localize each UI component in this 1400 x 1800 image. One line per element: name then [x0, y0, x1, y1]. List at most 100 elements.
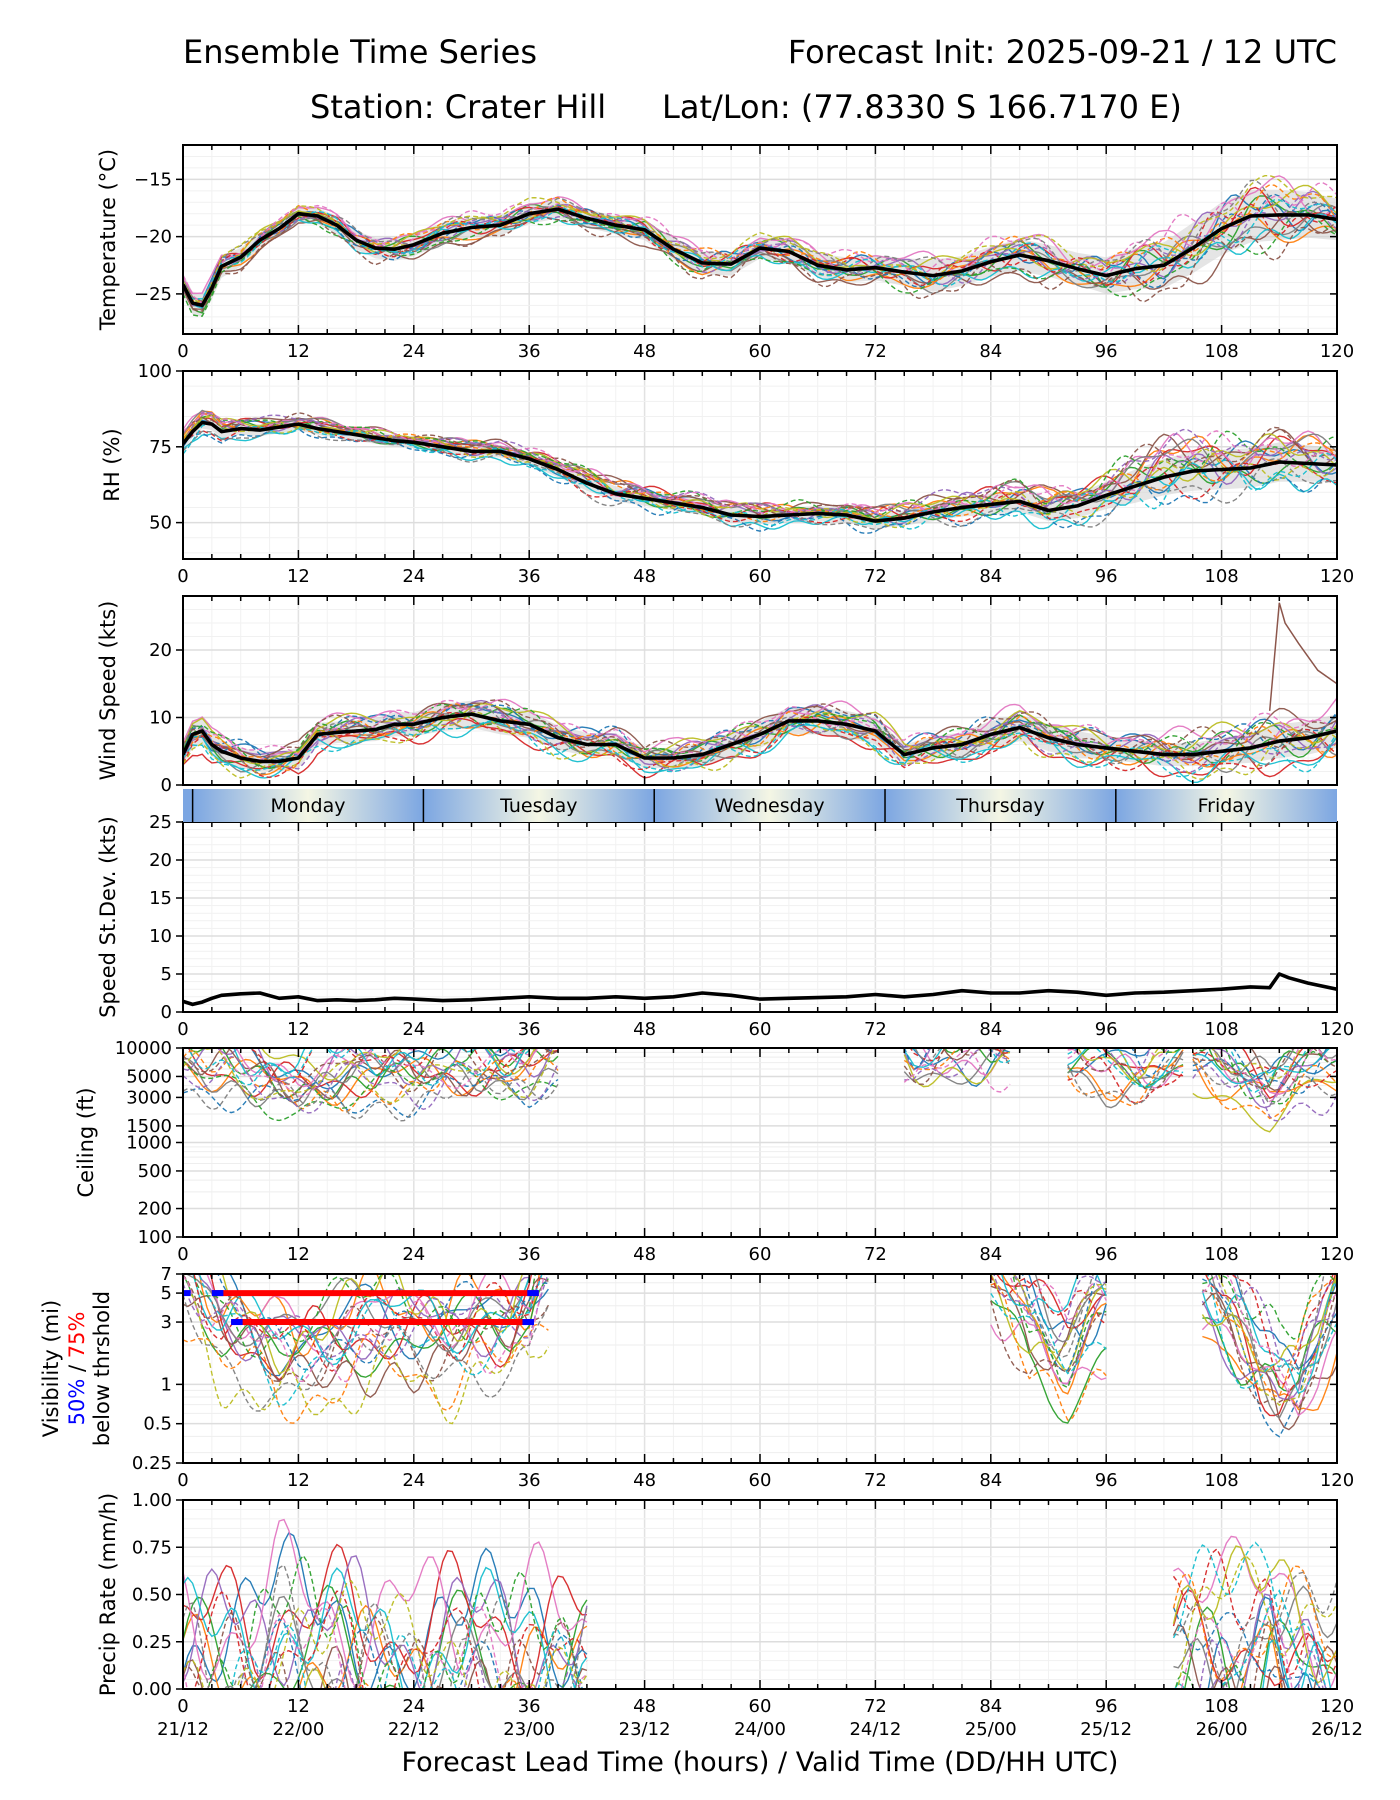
ensemble-member	[1011, 1274, 1095, 1358]
ensemble-member	[183, 703, 1337, 761]
ensemble-member	[183, 1555, 588, 1689]
ensemble-member	[914, 1048, 941, 1062]
peak-member	[1221, 1589, 1319, 1686]
x-ticks	[182, 596, 1338, 785]
x-tick-label: 96	[1095, 1696, 1118, 1717]
ensemble-member	[183, 1069, 559, 1122]
panel-wind_speed: 0 10 20 Wind Speed (kts)	[96, 595, 1338, 796]
y-tick-label: 1	[161, 1374, 172, 1395]
ensemble-member	[183, 717, 1337, 779]
y-tick-label: −20	[134, 227, 172, 248]
legend-sep: /	[65, 1358, 89, 1378]
x-tick-label: 48	[633, 566, 656, 587]
ensemble-member	[1202, 1335, 1337, 1412]
x-tick-label: 0	[177, 341, 188, 362]
ensemble-member	[1217, 1274, 1337, 1407]
plot-area	[183, 972, 1337, 1007]
ensemble-member	[1233, 1274, 1337, 1370]
ensemble-member	[1173, 1571, 1337, 1686]
ensemble-member	[1192, 1048, 1337, 1077]
plot-area	[183, 602, 1337, 783]
y-tick-label: 0.25	[132, 1453, 172, 1474]
x-tick-label: 108	[1204, 1696, 1238, 1717]
x-tick-label: 120	[1320, 341, 1354, 362]
ensemble-member	[1207, 1596, 1313, 1689]
ensemble-member	[1067, 1048, 1152, 1073]
x-tick-label: 84	[979, 1470, 1002, 1491]
y-ticks: 50 75 100	[138, 361, 1337, 534]
y-tick-label: 3	[161, 1312, 172, 1333]
x-tick-label: 36	[518, 341, 541, 362]
y-axis-label: Wind Speed (kts)	[96, 601, 120, 781]
x-tick-label: 36	[518, 1470, 541, 1491]
ensemble-member	[990, 1300, 1107, 1424]
x-ticks: 0 12 24 36 48 60 72 84 96 108 120	[177, 371, 1354, 587]
day-label: Monday	[271, 795, 346, 817]
x-tick-label: 24	[402, 1019, 425, 1040]
mean-line	[183, 207, 1337, 308]
ensemble-member	[1214, 1274, 1337, 1363]
x-tick-label: 72	[864, 341, 887, 362]
x-tick-label: 36	[518, 1019, 541, 1040]
ensemble-member	[183, 703, 1337, 769]
ensemble-member	[183, 699, 1337, 761]
valid-time-label: 21/12	[157, 1719, 209, 1740]
panel-visibility: 0 12 24 36 48 60 72 84 96 108 120 0.25 0.5 1 3 57 Visibi…	[39, 1264, 1354, 1491]
ensemble-member	[183, 179, 1337, 308]
valid-time-label: 24/12	[849, 1719, 901, 1740]
y-axis-label: Speed St.Dev. (kts)	[96, 816, 120, 1018]
y-axis-label: Visibility (mi)	[39, 1300, 63, 1437]
x-tick-label: 0	[177, 1019, 188, 1040]
ensemble-member	[990, 1293, 1107, 1375]
gridlines	[182, 1273, 1338, 1464]
x-tick-label: 120	[1320, 1470, 1354, 1491]
x-ticks: 0 12 24 36 48 60 72 84 96 108 120	[177, 1048, 1354, 1265]
ensemble-member	[904, 1048, 1011, 1081]
ensemble-member	[183, 213, 1337, 309]
ensemble-member	[1172, 1545, 1337, 1684]
x-tick-label: 96	[1095, 1244, 1118, 1265]
x-ticks: 0 12 24 36 48 60 72 84 96 108 120	[177, 1274, 1354, 1491]
ensemble-member	[183, 1554, 581, 1689]
x-tick-label: 12	[287, 1244, 310, 1265]
y-tick-label: 0.00	[132, 1679, 172, 1700]
ensemble-member	[1067, 1064, 1184, 1107]
ensemble-member	[1162, 1048, 1165, 1049]
valid-time-label: 22/00	[272, 1719, 324, 1740]
ensemble-member	[1210, 1593, 1327, 1689]
day-label: Tuesday	[499, 795, 577, 817]
panel-speed_stdev: 0 12 24 36 48 60 72 84 96 108 120 0 5 10 15 20 25 Speed S…	[96, 812, 1354, 1040]
x-tick-label: 24	[402, 1696, 425, 1717]
day-label: Friday	[1198, 795, 1256, 817]
x-tick-label: 72	[864, 1019, 887, 1040]
x-ticks: 0 12 24 36 48 60 72 84 96 108 120	[177, 822, 1354, 1040]
ensemble-member	[183, 1277, 549, 1399]
y-tick-label: 75	[149, 437, 172, 458]
ensemble-member	[903, 1048, 932, 1071]
x-tick-label: 108	[1204, 1244, 1238, 1265]
x-tick-label: 60	[749, 1019, 772, 1040]
ensemble-member	[206, 1274, 543, 1353]
x-tick-label: 48	[633, 341, 656, 362]
gridlines	[182, 1499, 1338, 1690]
x-ticks: 0 12 24 36 48 60 72 84 96 108 120	[177, 145, 1354, 362]
x-tick-label: 84	[979, 1244, 1002, 1265]
outlier-member	[1268, 602, 1337, 711]
ensemble-member	[183, 1274, 550, 1388]
y-ticks: 0 5 10 15 20 25	[149, 812, 1337, 1023]
ensemble-member	[903, 1049, 1011, 1093]
ensemble-member	[224, 1595, 527, 1689]
ensemble-member	[183, 1048, 556, 1104]
legend-50: 50%	[65, 1379, 89, 1426]
x-tick-label: 0	[177, 1696, 188, 1717]
mean-line	[183, 712, 1337, 764]
ensemble-member	[1068, 1014, 1183, 1046]
x-tick-label: 12	[287, 1470, 310, 1491]
ensemble-member	[1211, 1048, 1302, 1080]
x-tick-label: 36	[518, 1696, 541, 1717]
y-axis-label: Precip Rate (mm/h)	[96, 1493, 120, 1696]
ensemble-member	[1204, 1274, 1337, 1417]
ensemble-member	[1241, 1048, 1304, 1100]
y-tick-label: 20	[149, 640, 172, 661]
ensemble-member	[183, 199, 1337, 300]
